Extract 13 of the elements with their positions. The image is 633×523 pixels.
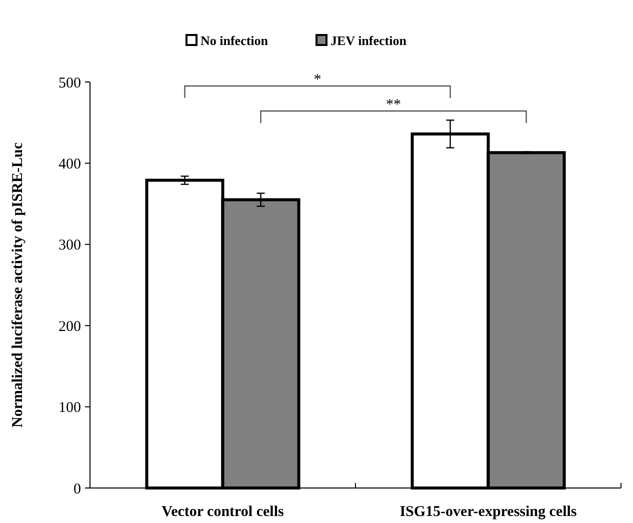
y-tick-label: 400	[58, 156, 81, 172]
y-tick-label: 0	[74, 481, 81, 498]
annotation: *	[314, 72, 322, 88]
y-tick-label: 300	[58, 238, 81, 254]
y-tick-label: 100	[58, 400, 81, 416]
x-tick-label: Vector control cells	[162, 504, 284, 520]
x-tick-label: ISG15-over-expressing cells	[400, 504, 577, 520]
y-tick-label: 500	[58, 75, 81, 92]
legend-label: No infection	[200, 33, 269, 48]
y-axis-title: Normalized luciferase activity of pISRE-Luc	[10, 142, 26, 428]
annotation: **	[386, 97, 401, 113]
legend-label: JEV infection	[330, 33, 408, 48]
y-tick-label: 200	[58, 318, 81, 335]
